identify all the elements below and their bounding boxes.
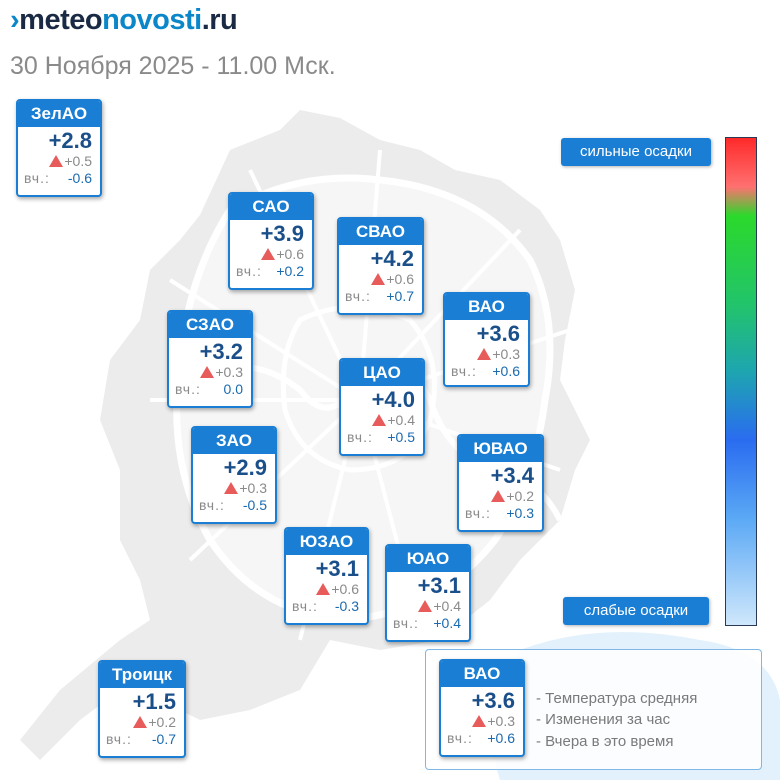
rise-triangle-icon — [133, 716, 148, 728]
legend-box: ВАО +3.6 +0.3 вч.: +0.6 - Температура сре… — [425, 649, 762, 770]
district-temp: +3.1 — [417, 573, 461, 598]
district-card-sao[interactable]: САО +3.9 +0.6 вч.: +0.2 — [228, 192, 314, 290]
district-change: +0.4 — [341, 412, 423, 429]
district-card-yuzao[interactable]: ЮЗАО +3.1 +0.6 вч.: -0.3 — [284, 527, 369, 625]
district-temp: +3.6 — [471, 688, 515, 713]
district-temp: +4.2 — [370, 246, 414, 271]
district-change: +0.2 — [459, 488, 542, 505]
rise-triangle-icon — [200, 366, 215, 378]
district-change: +0.6 — [286, 581, 367, 598]
district-yesterday: вч.: +0.4 — [393, 615, 461, 631]
district-card-svao[interactable]: СВАО +4.2 +0.6 вч.: +0.7 — [337, 217, 424, 315]
district-card-yuao[interactable]: ЮАО +3.1 +0.4 вч.: +0.4 — [385, 544, 471, 642]
district-yesterday: вч.: -0.6 — [24, 170, 92, 186]
district-change: +0.6 — [339, 271, 422, 288]
rise-triangle-icon — [224, 482, 239, 494]
site-logo[interactable]: ›meteonovosti.ru — [10, 4, 238, 37]
district-yesterday: вч.: +0.7 — [345, 288, 414, 304]
district-change: +0.3 — [169, 364, 251, 381]
district-yesterday: вч.: -0.7 — [106, 731, 176, 747]
district-temp: +3.1 — [315, 556, 359, 581]
logo-suffix: .ru — [201, 4, 238, 36]
date-line: 30 Ноября 2025 - 11.00 Мск. — [10, 52, 336, 80]
district-name: ЗАО — [193, 428, 275, 454]
scale-strong-label: сильные осадки — [561, 138, 711, 166]
district-temp: +1.5 — [132, 689, 176, 714]
district-change: +0.6 — [230, 246, 312, 263]
logo-name: novosti — [102, 4, 202, 36]
district-name: ВАО — [445, 294, 528, 320]
rise-triangle-icon — [261, 248, 276, 260]
district-card-zao[interactable]: ЗАО +2.9 +0.3 вч.: -0.5 — [191, 426, 277, 524]
district-card-szao[interactable]: СЗАО +3.2 +0.3 вч.: 0.0 — [167, 310, 253, 408]
rise-triangle-icon — [49, 155, 64, 167]
district-temp: +4.0 — [371, 387, 415, 412]
district-yesterday: вч.: +0.3 — [465, 505, 534, 521]
district-yesterday: вч.: +0.5 — [347, 429, 415, 445]
rise-triangle-icon — [477, 348, 492, 360]
district-card-yuvao[interactable]: ЮВАО +3.4 +0.2 вч.: +0.3 — [457, 434, 544, 532]
district-change: +0.5 — [18, 153, 100, 170]
district-card-zelao[interactable]: ЗелАО +2.8 +0.5 вч.: -0.6 — [16, 99, 102, 197]
legend-line-yesterday: - Вчера в это время — [536, 733, 674, 750]
district-name: ВАО — [441, 661, 523, 687]
district-temp: +3.4 — [490, 463, 534, 488]
district-change: +0.3 — [441, 713, 523, 730]
logo-mark-icon: › — [10, 4, 20, 36]
district-temp: +3.9 — [260, 221, 304, 246]
legend-sample-card: ВАО +3.6 +0.3 вч.: +0.6 — [439, 659, 525, 757]
rise-triangle-icon — [418, 600, 433, 612]
rise-triangle-icon — [372, 414, 387, 426]
rise-triangle-icon — [491, 490, 506, 502]
district-name: ЮЗАО — [286, 529, 367, 555]
rise-triangle-icon — [472, 715, 487, 727]
district-name: САО — [230, 194, 312, 220]
district-change: +0.3 — [445, 346, 528, 363]
scale-weak-label: слабые осадки — [563, 597, 709, 625]
district-name: ЮВАО — [459, 436, 542, 462]
rise-triangle-icon — [316, 583, 331, 595]
district-temp: +3.2 — [199, 339, 243, 364]
district-temp: +2.9 — [223, 455, 267, 480]
district-yesterday: вч.: +0.6 — [451, 363, 520, 379]
district-change: +0.3 — [193, 480, 275, 497]
district-temp: +3.6 — [476, 321, 520, 346]
district-name: ЦАО — [341, 360, 423, 386]
district-yesterday: вч.: -0.3 — [292, 598, 359, 614]
district-change: +0.2 — [100, 714, 184, 731]
district-card-cao[interactable]: ЦАО +4.0 +0.4 вч.: +0.5 — [339, 358, 425, 456]
district-name: СВАО — [339, 219, 422, 245]
district-yesterday: вч.: +0.6 — [447, 730, 515, 746]
district-card-vao[interactable]: ВАО +3.6 +0.3 вч.: +0.6 — [443, 292, 530, 387]
precipitation-scale — [725, 137, 757, 626]
district-temp: +2.8 — [48, 128, 92, 153]
logo-prefix: meteo — [19, 4, 103, 36]
district-change: +0.4 — [387, 598, 469, 615]
district-name: Троицк — [100, 662, 184, 688]
rise-triangle-icon — [371, 273, 386, 285]
district-name: СЗАО — [169, 312, 251, 338]
district-yesterday: вч.: -0.5 — [199, 497, 267, 513]
legend-line-change: - Изменения за час — [536, 711, 671, 728]
district-card-troick[interactable]: Троицк +1.5 +0.2 вч.: -0.7 — [98, 660, 186, 758]
district-name: ЮАО — [387, 546, 469, 572]
district-yesterday: вч.: 0.0 — [175, 381, 243, 397]
district-yesterday: вч.: +0.2 — [236, 263, 304, 279]
district-name: ЗелАО — [18, 101, 100, 127]
legend-line-temp: - Температура средняя — [536, 690, 698, 707]
